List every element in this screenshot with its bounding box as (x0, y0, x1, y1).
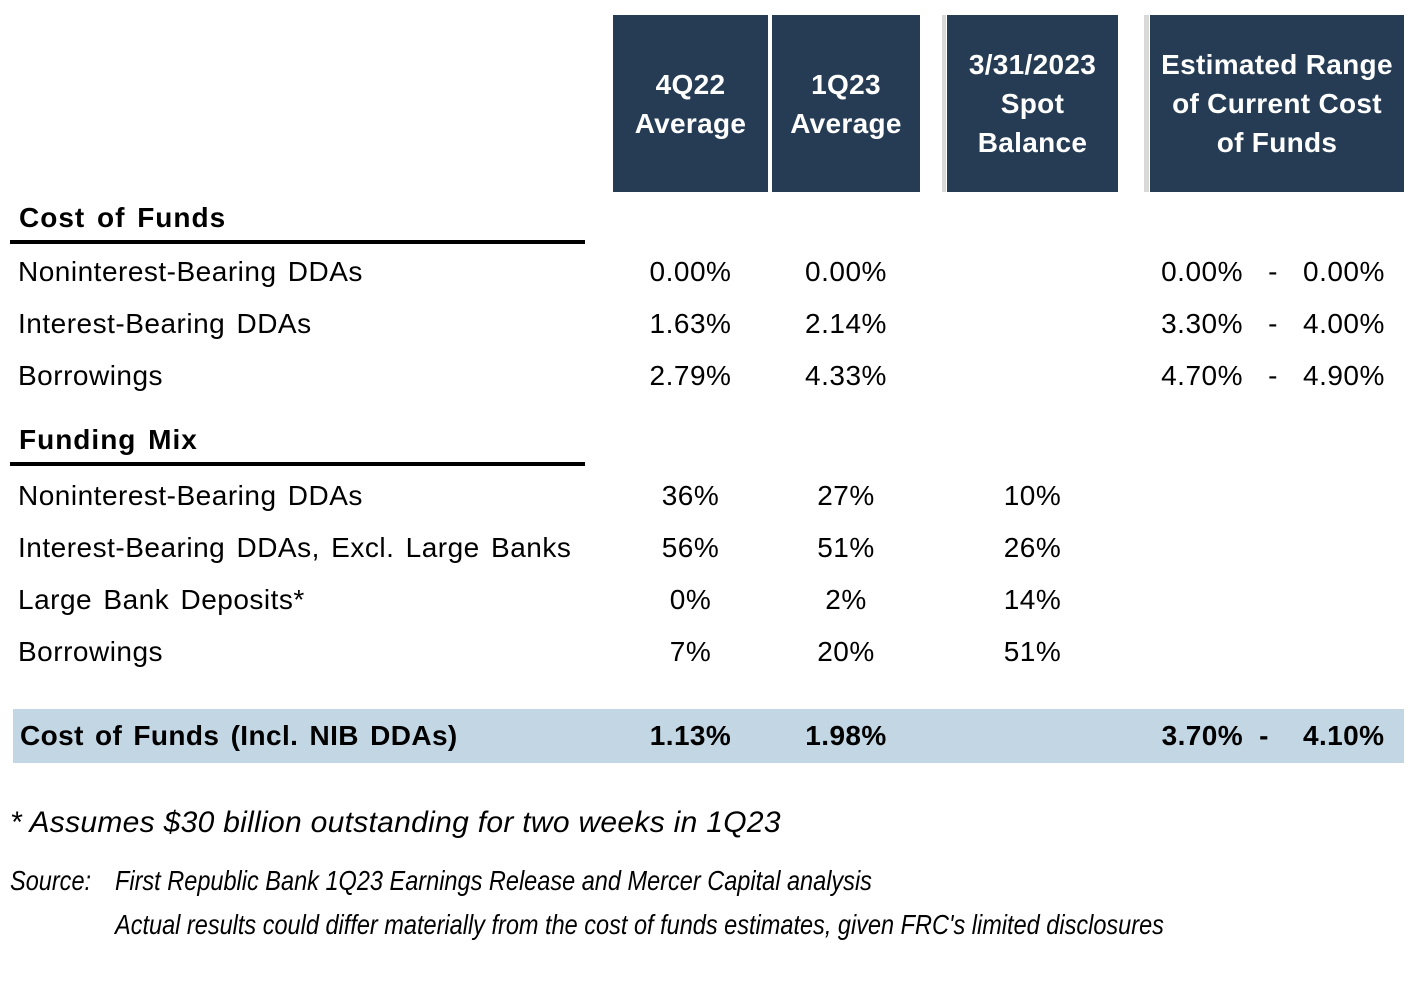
table-row: Borrowings 7% 20% 51% (0, 626, 1404, 678)
value-4q22: 1.63% (649, 308, 732, 339)
summary-value-4q22: 1.13% (649, 720, 732, 751)
section-rule (10, 462, 585, 466)
summary-range-cell: 3.70% - 4.10% (1150, 720, 1404, 752)
range-high: 4.90% (1303, 360, 1385, 391)
value-4q22: 7% (669, 636, 712, 667)
header-gap (1118, 15, 1150, 192)
value-4q22: 0% (669, 584, 712, 615)
summary-row-total-cost-of-funds: Cost of Funds (Incl. NIB DDAs) 1.13% 1.9… (13, 709, 1404, 763)
row-label: Large Bank Deposits* (18, 584, 305, 615)
source-line-1: Source: First Republic Bank 1Q23 Earning… (0, 863, 1404, 899)
value-1q23: 20% (817, 636, 875, 667)
source-line-2: Actual results could differ materially f… (0, 907, 1404, 943)
section-rule (10, 240, 585, 244)
row-label: Borrowings (18, 636, 164, 667)
range-dash: - (1259, 720, 1269, 751)
range-high: 4.10% (1303, 720, 1385, 751)
range-dash: - (1268, 256, 1278, 287)
value-1q23: 4.33% (805, 360, 887, 391)
range-high: 0.00% (1303, 256, 1385, 287)
header-spacer (0, 15, 613, 192)
source-indent (0, 907, 115, 943)
section-title-cost-of-funds: Cost of Funds (19, 202, 227, 233)
range-low: 4.70% (1161, 360, 1243, 391)
header-gap (768, 15, 772, 192)
column-header-spot-balance: 3/31/2023 Spot Balance (947, 15, 1118, 192)
table-row: Borrowings 2.79% 4.33% 4.70% - 4.90% (0, 350, 1404, 402)
range-low: 0.00% (1161, 256, 1243, 287)
value-4q22: 0.00% (649, 256, 732, 287)
value-spot: 14% (1003, 584, 1062, 615)
cost-of-funds-table: 4Q22 Average 1Q23 Average 3/31/2023 Spot… (0, 15, 1404, 943)
value-spot: 51% (1003, 636, 1062, 667)
table-header-row: 4Q22 Average 1Q23 Average 3/31/2023 Spot… (0, 15, 1404, 192)
summary-label: Cost of Funds (Incl. NIB DDAs) (20, 720, 458, 751)
value-1q23: 0.00% (805, 256, 887, 287)
value-1q23: 2% (825, 584, 867, 615)
footnote-asterisk: * Assumes $30 billion outstanding for tw… (10, 806, 781, 839)
row-label: Noninterest-Bearing DDAs (18, 256, 363, 287)
value-1q23: 51% (817, 532, 875, 563)
value-4q22: 36% (661, 480, 720, 511)
section-title-funding-mix: Funding Mix (19, 424, 198, 455)
row-label: Interest-Bearing DDAs, Excl. Large Banks (18, 532, 572, 563)
header-gap (920, 15, 947, 192)
cost-of-funds-rows: Noninterest-Bearing DDAs 0.00% 0.00% 0.0… (0, 246, 1404, 402)
range-low: 3.30% (1161, 308, 1243, 339)
range-high: 4.00% (1303, 308, 1385, 339)
value-4q22: 2.79% (649, 360, 732, 391)
range-cell: 0.00% - 0.00% (1150, 256, 1404, 288)
column-header-1q23-average: 1Q23 Average (772, 15, 920, 192)
source-text: First Republic Bank 1Q23 Earnings Releas… (115, 865, 872, 896)
value-spot: 26% (1003, 532, 1062, 563)
column-header-estimated-range: Estimated Range of Current Cost of Funds (1150, 15, 1404, 192)
row-label: Interest-Bearing DDAs (18, 308, 312, 339)
range-low: 3.70% (1161, 720, 1243, 751)
range-cell: 3.30% - 4.00% (1150, 308, 1404, 340)
source-label: Source: (10, 865, 92, 896)
table-row: Interest-Bearing DDAs, Excl. Large Banks… (0, 522, 1404, 574)
table-row: Noninterest-Bearing DDAs 36% 27% 10% (0, 470, 1404, 522)
table-row: Noninterest-Bearing DDAs 0.00% 0.00% 0.0… (0, 246, 1404, 298)
value-1q23: 2.14% (805, 308, 887, 339)
value-spot: 10% (1003, 480, 1062, 511)
column-header-4q22-average: 4Q22 Average (613, 15, 768, 192)
range-dash: - (1268, 308, 1278, 339)
value-1q23: 27% (817, 480, 875, 511)
value-4q22: 56% (661, 532, 720, 563)
row-label: Borrowings (18, 360, 164, 391)
header-divider-line (942, 15, 946, 192)
table-row: Large Bank Deposits* 0% 2% 14% (0, 574, 1404, 626)
range-dash: - (1268, 360, 1278, 391)
range-cell: 4.70% - 4.90% (1150, 360, 1404, 392)
source-text-2: Actual results could differ materially f… (115, 909, 1164, 940)
row-label: Noninterest-Bearing DDAs (18, 480, 363, 511)
summary-value-1q23: 1.98% (805, 720, 887, 751)
table-row: Interest-Bearing DDAs 1.63% 2.14% 3.30% … (0, 298, 1404, 350)
funding-mix-rows: Noninterest-Bearing DDAs 36% 27% 10% Int… (0, 470, 1404, 678)
header-divider-line (1144, 15, 1149, 192)
